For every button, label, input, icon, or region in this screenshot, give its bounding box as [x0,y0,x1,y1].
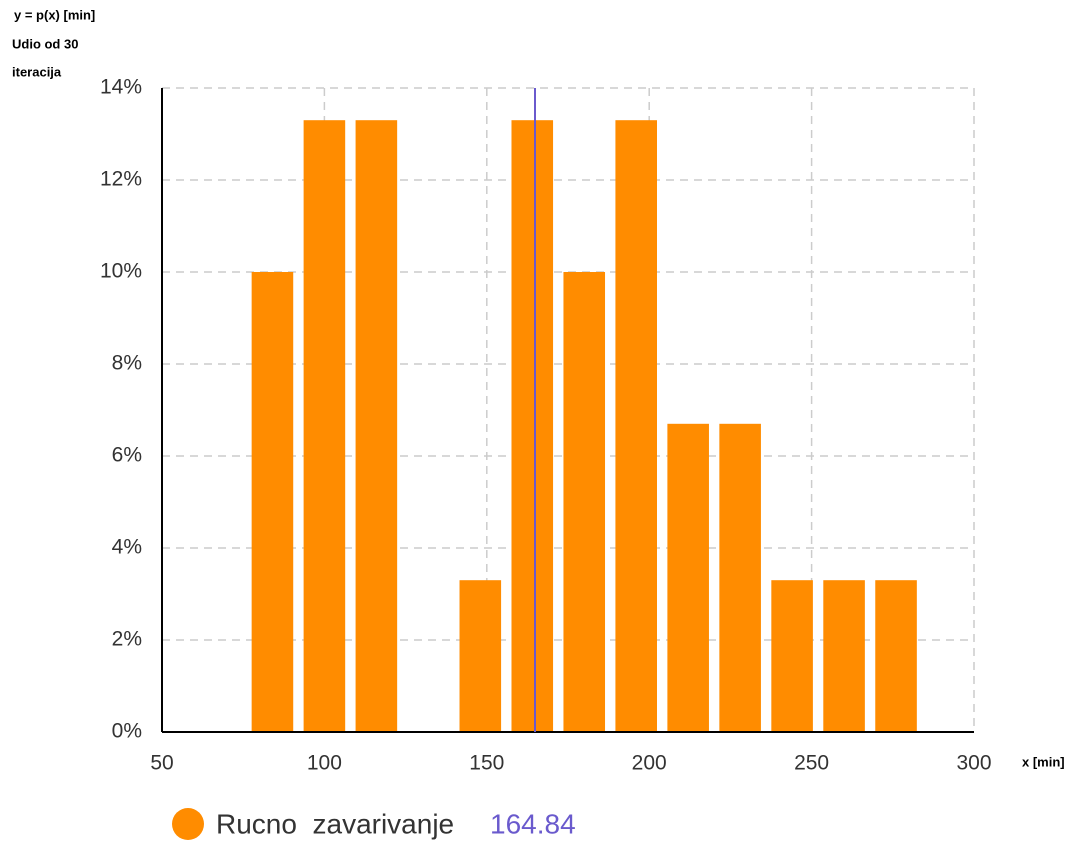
bar [511,120,554,732]
legend-label: Rucno zavarivanje [216,808,454,839]
bar [719,423,761,732]
bar [563,272,606,732]
y-axis-label: Udio od 30 [12,36,78,51]
bar [303,120,346,732]
y-tick-label: 14% [100,76,142,99]
bar [459,580,502,732]
x-tick-label: 250 [794,752,829,775]
y-tick-label: 10% [100,260,142,283]
bar [667,423,709,732]
y-axis-label: y = p(x) [min] [14,7,95,22]
y-tick-label: 6% [112,444,142,467]
y-tick-label: 0% [112,720,142,743]
legend-marker [172,808,204,840]
y-tick-label: 12% [100,168,142,191]
x-tick-label: 100 [307,752,342,775]
bar [823,580,865,732]
bar [771,580,813,732]
x-tick-label: 150 [469,752,504,775]
x-tick-label: 300 [956,752,991,775]
y-tick-label: 8% [112,352,142,375]
y-tick-label: 2% [112,628,142,651]
bar [355,120,398,732]
legend-value: 164.84 [490,808,576,839]
bar [251,272,294,732]
x-tick-label: 200 [632,752,667,775]
y-tick-label: 4% [112,536,142,559]
y-axis-label: iteracija [12,64,62,79]
x-axis-label: x [min] [1022,754,1065,769]
x-tick-label: 50 [150,752,173,775]
bar [875,580,917,732]
bar [615,120,657,732]
